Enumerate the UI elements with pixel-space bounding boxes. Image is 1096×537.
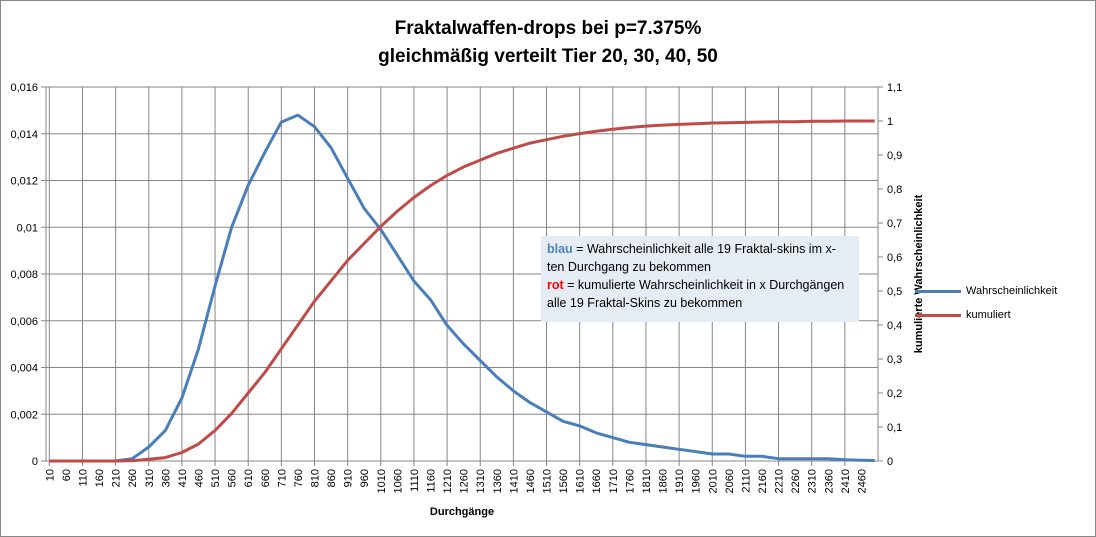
legend-label: Wahrscheinlichkeit	[966, 285, 1058, 297]
x-tick-label: 2310	[807, 469, 819, 493]
x-tick-label: 410	[177, 469, 189, 487]
y-tick-label-right: 0,1	[887, 422, 902, 434]
y-tick-label-right: 0,5	[887, 286, 902, 298]
x-tick-label: 460	[193, 469, 205, 487]
y-tick-label-right: 0,8	[887, 184, 902, 196]
y-tick-label-right: 0,2	[887, 388, 902, 400]
x-tick-label: 2260	[790, 469, 802, 493]
x-tick-label: 1160	[426, 469, 438, 493]
x-tick-label: 1960	[691, 469, 703, 493]
x-tick-label: 360	[160, 469, 172, 487]
annotation-red-text: = kumulierte Wahrscheinlichkeit in x Dur…	[547, 278, 845, 310]
y-tick-label-left: 0	[32, 456, 38, 468]
y-tick-label-right: 0,7	[887, 218, 902, 230]
x-tick-label: 660	[260, 469, 272, 487]
y-tick-label-right: 1,1	[887, 82, 902, 94]
x-tick-label: 1410	[508, 469, 520, 493]
x-tick-label: 960	[359, 469, 371, 487]
y-tick-label-left: 0,012	[10, 176, 38, 188]
x-tick-label: 910	[343, 469, 355, 487]
y-tick-label-left: 0,014	[10, 129, 38, 141]
x-tick-label: 1310	[475, 469, 487, 493]
y-tick-label-right: 1	[887, 116, 893, 128]
x-tick-label: 1210	[442, 469, 454, 493]
annotation-blue-word: blau	[547, 242, 573, 256]
x-tick-label: 2360	[823, 469, 835, 493]
series-line-kumuliert	[49, 119, 875, 463]
legend-label: kumuliert	[966, 309, 1011, 321]
y-tick-label-left: 0,01	[17, 222, 38, 234]
y-tick-label-right: 0	[887, 456, 893, 468]
x-tick-label: 1810	[641, 469, 653, 493]
x-tick-label: 610	[243, 469, 255, 487]
x-tick-label: 560	[227, 469, 239, 487]
x-tick-label: 1760	[624, 469, 636, 493]
y-tick-label-right: 0,6	[887, 252, 902, 264]
legend-item-wahrscheinlichkeit: Wahrscheinlichkeit	[915, 285, 1057, 297]
x-tick-label: 2160	[757, 469, 769, 493]
x-tick-label: 2460	[856, 469, 868, 493]
annotation-red-word: rot	[547, 278, 564, 292]
y-axis-title-right: kumulierte Wahrscheinlichkeit	[913, 194, 925, 353]
x-tick-label: 1460	[525, 469, 537, 493]
legend-swatch-blue	[915, 289, 961, 293]
y-tick-label-right: 0,3	[887, 354, 902, 366]
x-tick-label: 1510	[542, 469, 554, 493]
x-tick-label: 760	[293, 469, 305, 487]
x-tick-label: 2210	[774, 469, 786, 493]
y-tick-label-right: 0,4	[887, 320, 902, 332]
y-tick-label-right: 0,9	[887, 150, 902, 162]
y-tick-label-left: 0,004	[10, 363, 38, 375]
x-tick-label: 1660	[591, 469, 603, 493]
x-tick-label: 2010	[707, 469, 719, 493]
x-tick-label: 10	[44, 469, 56, 481]
x-tick-label: 1060	[392, 469, 404, 493]
x-tick-label: 1260	[459, 469, 471, 493]
x-tick-label: 2060	[724, 469, 736, 493]
legend-item-kumuliert: kumuliert	[915, 309, 1011, 321]
x-tick-label: 260	[127, 469, 139, 487]
chart-title-line2: gleichmäßig verteilt Tier 20, 30, 40, 50	[378, 46, 718, 67]
x-tick-label: 110	[77, 469, 89, 487]
legend-swatch-red	[915, 313, 961, 317]
annotation-box: blau = Wahrscheinlichkeit alle 19 Frakta…	[541, 236, 859, 322]
x-tick-label: 1610	[575, 469, 587, 493]
x-tick-label: 710	[276, 469, 288, 487]
x-tick-label: 60	[61, 469, 73, 481]
x-axis-title: Durchgänge	[430, 506, 494, 518]
x-tick-label: 210	[111, 469, 123, 487]
x-tick-label: 310	[144, 469, 156, 487]
x-tick-label: 160	[94, 469, 106, 487]
x-tick-label: 510	[210, 469, 222, 487]
chart-title-line1: Fraktalwaffen-drops bei p=7.375%	[394, 18, 702, 39]
y-tick-label-left: 0,006	[10, 316, 38, 328]
y-tick-label-left: 0,002	[10, 409, 38, 421]
x-tick-label: 1110	[409, 469, 421, 492]
x-tick-label: 1360	[492, 469, 504, 493]
x-tick-label: 2110	[740, 469, 752, 493]
x-tick-label: 2410	[840, 469, 852, 493]
series-line-wahrscheinlichkeit	[49, 113, 875, 463]
x-tick-label: 1710	[608, 469, 620, 493]
x-tick-label: 1860	[658, 469, 670, 493]
annotation-blue-text: = Wahrscheinlichkeit alle 19 Fraktal-ski…	[547, 242, 836, 274]
y-tick-label-left: 0,016	[10, 82, 38, 94]
x-tick-label: 1010	[376, 469, 388, 493]
x-tick-label: 1910	[674, 469, 686, 493]
x-tick-label: 1560	[558, 469, 570, 493]
x-tick-label: 860	[326, 469, 338, 487]
x-tick-label: 810	[309, 469, 321, 487]
y-tick-label-left: 0,008	[10, 269, 38, 281]
